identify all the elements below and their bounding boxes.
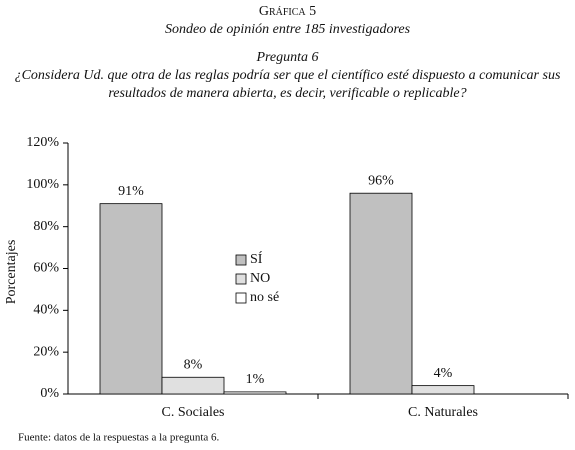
bar bbox=[223, 391, 287, 395]
x-tick-label: C. Naturales bbox=[408, 405, 478, 420]
y-tick-label: 120% bbox=[26, 135, 59, 150]
question: ¿Considera Ud. que otra de las reglas po… bbox=[14, 68, 561, 101]
y-tick-label: 40% bbox=[33, 303, 59, 318]
legend-swatch bbox=[235, 254, 247, 266]
legend-label: no sé bbox=[250, 290, 279, 305]
value-label: 4% bbox=[434, 366, 453, 381]
chart-title: Gráfica 5 bbox=[258, 4, 317, 19]
x-tick-label: C. Sociales bbox=[162, 405, 225, 420]
bar bbox=[349, 192, 413, 395]
value-label: 91% bbox=[118, 184, 144, 199]
bar bbox=[411, 385, 475, 395]
y-tick-label: 80% bbox=[33, 219, 59, 234]
legend-swatch bbox=[235, 292, 247, 304]
source-note: Fuente: datos de la respuestas a la preg… bbox=[18, 432, 220, 444]
legend-swatch bbox=[235, 273, 247, 285]
y-tick-label: 60% bbox=[33, 261, 59, 276]
y-tick-label: 20% bbox=[33, 344, 59, 359]
legend-label: SÍ bbox=[250, 250, 263, 267]
bar bbox=[99, 203, 163, 395]
bar bbox=[161, 376, 225, 395]
y-tick-label: 0% bbox=[40, 386, 59, 401]
question-number: Pregunta 6 bbox=[256, 50, 319, 65]
chart-subtitle: Sondeo de opinión entre 185 investigador… bbox=[164, 22, 411, 37]
value-label: 96% bbox=[368, 173, 394, 188]
y-axis-label: Porcentajes bbox=[4, 240, 19, 305]
value-label: 8% bbox=[184, 357, 203, 372]
value-label: 1% bbox=[246, 372, 265, 387]
y-tick-label: 100% bbox=[26, 177, 59, 192]
legend-label: NO bbox=[250, 271, 270, 286]
